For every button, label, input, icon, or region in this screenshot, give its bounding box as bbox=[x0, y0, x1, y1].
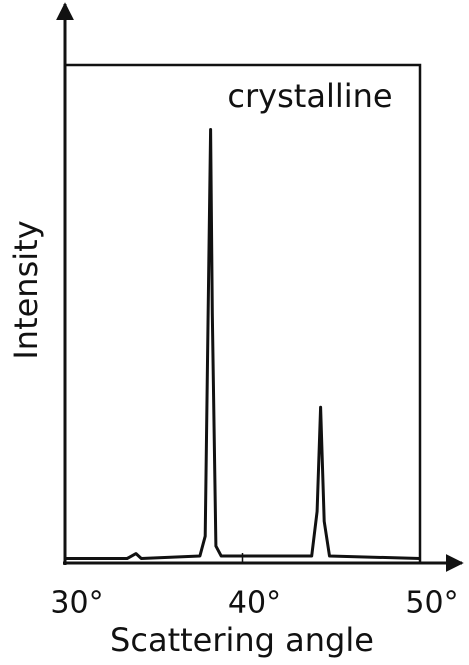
plot-frame bbox=[65, 63, 422, 563]
annotation: crystalline bbox=[227, 77, 392, 115]
x-tick-label: 40° bbox=[228, 586, 281, 621]
x-axis-label: Scattering angle bbox=[110, 621, 374, 659]
data-line bbox=[65, 128, 421, 560]
y-axis-label: Intensity bbox=[7, 220, 45, 359]
x-tick-label: 50° bbox=[405, 586, 458, 621]
x-tick-label: 30° bbox=[50, 586, 103, 621]
